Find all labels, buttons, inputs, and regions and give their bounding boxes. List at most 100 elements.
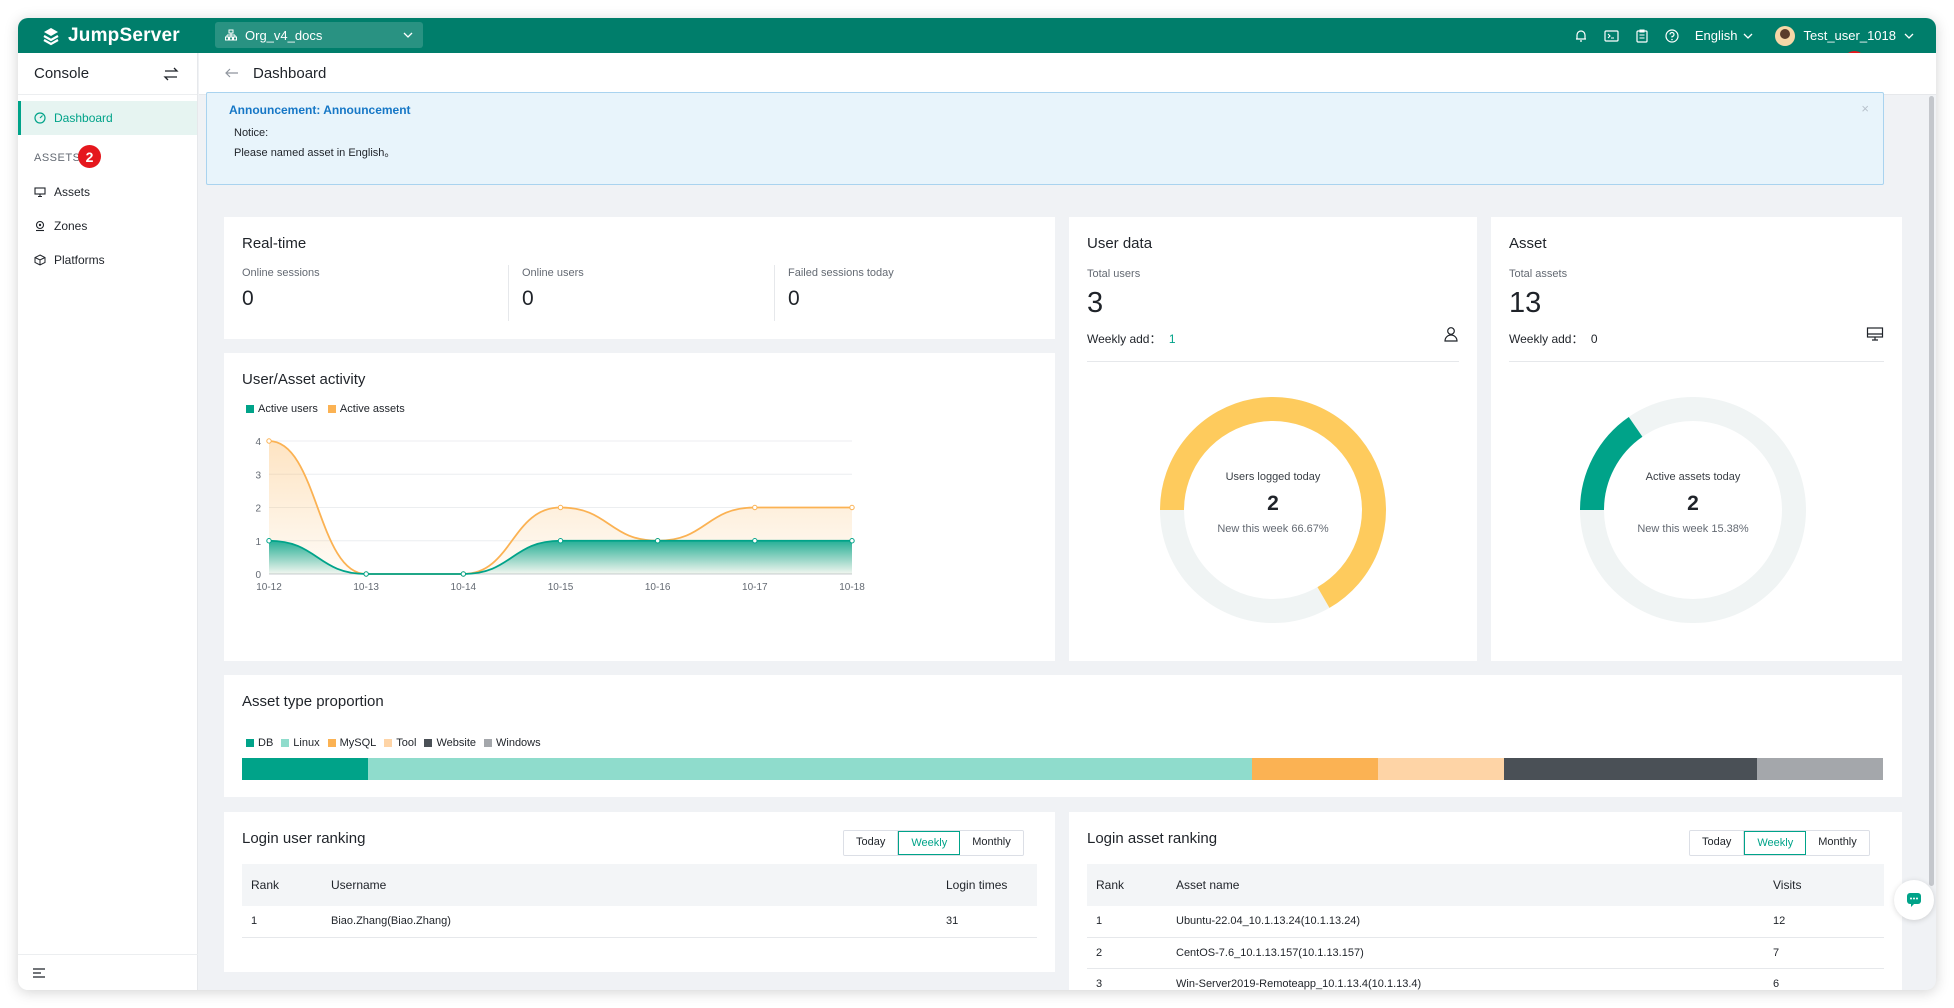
divider <box>508 265 509 321</box>
language-selector[interactable]: English <box>1695 28 1754 43</box>
tab-today[interactable]: Today <box>1690 831 1745 855</box>
sidebar-item-assets[interactable]: Assets <box>18 175 197 209</box>
table-row[interactable]: 2 CentOS-7.6_10.1.13.157(10.1.13.157) 7 <box>1087 937 1884 969</box>
x-tick-label: 10-15 <box>548 582 574 593</box>
ring-label: Users logged today <box>1225 471 1321 483</box>
series-line-1 <box>268 440 852 575</box>
activity-chart: 0 1 2 3 4 10-12 10-13 10-14 10-15 10-16 10-17 10-18 <box>255 437 865 593</box>
metric-value: 0 <box>522 287 534 310</box>
table-row[interactable]: 1 Ubuntu-22.04_10.1.13.24(10.1.13.24) 12 <box>1087 906 1884 938</box>
ring-label: Active assets today <box>1645 471 1741 483</box>
data-point[interactable] <box>849 504 855 511</box>
sidebar-item-platforms[interactable]: Platforms <box>18 243 197 277</box>
tab-weekly[interactable]: Weekly <box>1744 831 1807 855</box>
table-row[interactable]: 1 Biao.Zhang(Biao.Zhang) 31 <box>242 906 1037 938</box>
back-arrow-icon[interactable] <box>225 65 239 82</box>
users-logged-ring <box>1160 397 1386 623</box>
data-point[interactable] <box>557 504 564 511</box>
x-tick-label: 10-14 <box>451 582 477 593</box>
user-menu[interactable]: Test_user_1018 <box>1775 25 1914 46</box>
legend-item-linux[interactable]: Linux <box>281 737 320 749</box>
sidebar: Console Dashboard ASSETS Assets Zones Pl… <box>18 53 198 990</box>
data-point[interactable] <box>266 538 272 544</box>
legend-item-windows[interactable]: Windows <box>484 737 541 749</box>
close-icon[interactable]: × <box>1861 101 1869 116</box>
column-header: Username <box>322 864 937 906</box>
metric-failed-sessions: Failed sessions today 0 <box>788 267 894 311</box>
metric-value: 0 <box>788 287 800 310</box>
announcement-title: Announcement: Announcement <box>229 103 411 117</box>
legend-item-mysql[interactable]: MySQL <box>327 737 377 749</box>
scrollbar[interactable] <box>1929 96 1934 886</box>
org-selector[interactable]: Org_v4_docs <box>215 22 423 48</box>
chevron-down-icon <box>1904 33 1914 39</box>
legend-item-db[interactable]: DB <box>246 737 273 749</box>
table-cell: 3 <box>1087 968 1167 990</box>
asset-type-bar <box>242 758 1883 780</box>
legend-label: Active assets <box>339 403 405 415</box>
y-tick-label: 3 <box>255 470 261 481</box>
column-header: Asset name <box>1167 864 1764 906</box>
bar-segment-website[interactable] <box>1504 758 1757 780</box>
top-right-toolbar: English Test_user_1018 <box>1566 18 1922 53</box>
data-point[interactable] <box>654 538 661 544</box>
tab-weekly[interactable]: Weekly <box>898 831 961 855</box>
column-header: Login times <box>937 864 1037 906</box>
table-header-row: Rank Asset name Visits <box>1087 864 1884 906</box>
data-point[interactable] <box>363 571 369 577</box>
bar-segment-db[interactable] <box>242 758 369 780</box>
tab-monthly[interactable]: Monthly <box>960 831 1023 855</box>
column-header: Rank <box>1087 864 1167 906</box>
bar-segment-linux[interactable] <box>368 758 1252 780</box>
data-point[interactable] <box>266 438 272 444</box>
announcement-text: Please named asset in English。 <box>234 147 396 159</box>
divider <box>1509 361 1884 362</box>
data-point[interactable] <box>849 538 855 544</box>
bell-icon[interactable] <box>1574 29 1588 43</box>
legend-label: Linux <box>293 737 320 749</box>
legend-item-website[interactable]: Website <box>424 737 476 749</box>
ring-value: 2 <box>1267 492 1279 515</box>
table-cell: 12 <box>1764 906 1884 938</box>
table-row[interactable]: 3 Win-Server2019-Remoteapp_10.1.13.4(10.… <box>1087 968 1884 990</box>
asset-type-card: Asset type proportion DB Linux MySQL Tool We… <box>224 675 1902 797</box>
sidebar-item-label: Dashboard <box>54 111 113 125</box>
table-cell: Biao.Zhang(Biao.Zhang) <box>322 906 937 938</box>
ring-arc[interactable] <box>1160 397 1386 608</box>
metric-value: 0 <box>242 287 254 310</box>
bar-segment-windows[interactable] <box>1756 758 1883 780</box>
legend-label: Tool <box>396 737 417 749</box>
data-point[interactable] <box>557 538 564 544</box>
data-point[interactable] <box>460 571 467 577</box>
data-point[interactable] <box>752 504 758 511</box>
tab-monthly[interactable]: Monthly <box>1806 831 1869 855</box>
data-point[interactable] <box>752 538 758 544</box>
help-icon[interactable] <box>1665 28 1679 43</box>
terminal-icon[interactable] <box>1604 29 1619 43</box>
range-tabs: Today Weekly Monthly <box>843 830 1024 856</box>
sidebar-item-zones[interactable]: Zones <box>18 209 197 243</box>
clipboard-icon[interactable] <box>1635 28 1649 43</box>
login-user-table: Rank Username Login times 1 Biao.Zhang(B… <box>242 864 1037 938</box>
tab-today[interactable]: Today <box>844 831 899 855</box>
ring-arc[interactable] <box>1580 417 1643 511</box>
username: Test_user_1018 <box>1803 28 1896 43</box>
legend-swatch <box>246 739 254 747</box>
total-users-value: 3 <box>1087 287 1104 319</box>
top-bar: JumpServer Org_v4_docs <box>18 18 1936 53</box>
legend-item-users[interactable]: Active users <box>246 403 318 415</box>
ring-subtitle: New this week 15.38% <box>1637 523 1749 535</box>
brand-logo[interactable]: JumpServer <box>40 25 210 47</box>
swap-icon[interactable] <box>163 67 179 81</box>
bar-segment-tool[interactable] <box>1378 758 1505 780</box>
legend-item-assets[interactable]: Active assets <box>327 403 405 415</box>
table-cell: 31 <box>937 906 1037 938</box>
legend-label: Windows <box>496 737 541 749</box>
sidebar-collapse[interactable] <box>18 954 198 990</box>
sidebar-item-dashboard[interactable]: Dashboard <box>18 101 197 135</box>
legend-item-tool[interactable]: Tool <box>384 737 416 749</box>
card-title: User/Asset activity <box>242 371 366 388</box>
bar-segment-mysql[interactable] <box>1251 758 1379 780</box>
chat-button[interactable] <box>1894 880 1934 920</box>
legend-label: MySQL <box>339 737 377 749</box>
